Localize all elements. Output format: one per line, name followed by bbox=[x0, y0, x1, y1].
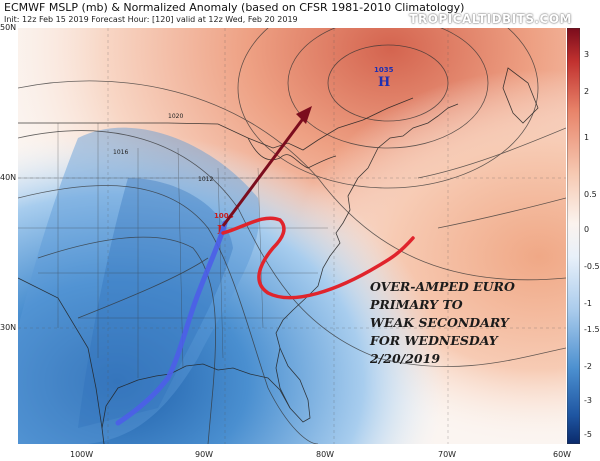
anomaly-colorbar bbox=[567, 28, 580, 444]
annotation-line: FOR WEDNESDAY bbox=[370, 333, 498, 348]
lon-label-60w: 60W bbox=[553, 450, 572, 459]
colorbar-tick: -0.5 bbox=[584, 262, 600, 271]
high-pressure-letter: H bbox=[378, 75, 390, 90]
lon-label-90w: 90W bbox=[195, 450, 214, 459]
colorbar-tick: -2 bbox=[584, 362, 592, 371]
colorbar-tick: 0 bbox=[584, 225, 590, 234]
weather-map: 1020 1016 1012 1035 H 1004 L bbox=[18, 28, 566, 444]
annotation-line: OVER-AMPED EURO bbox=[370, 279, 515, 294]
forecast-annotation: OVER-AMPED EURO PRIMARY TO WEAK SECONDAR… bbox=[370, 278, 515, 368]
annotation-line: PRIMARY TO bbox=[370, 297, 463, 312]
lon-label-80w: 80W bbox=[316, 450, 335, 459]
colorbar-tick: -3 bbox=[584, 396, 592, 405]
map-subtitle: Init: 12z Feb 15 2019 Forecast Hour: [12… bbox=[4, 15, 298, 24]
high-pressure-value: 1035 bbox=[374, 66, 394, 74]
isobar-label: 1016 bbox=[113, 149, 128, 156]
low-pressure-value: 1004 bbox=[214, 212, 234, 220]
primary-low-arrow bbox=[221, 115, 307, 227]
lon-label-100w: 100W bbox=[70, 450, 94, 459]
colorbar-tick: 3 bbox=[584, 50, 590, 59]
annotation-line: WEAK SECONDARY bbox=[370, 315, 509, 330]
isobar-label: 1012 bbox=[198, 176, 213, 183]
colorbar-tick: -1.5 bbox=[584, 325, 600, 334]
brand-watermark: TROPICALTIDBITS.COM bbox=[409, 12, 572, 26]
isobar-label: 1020 bbox=[168, 113, 183, 120]
lat-label-30n: 30N bbox=[0, 323, 17, 332]
annotation-line: 2/20/2019 bbox=[370, 351, 441, 366]
secondary-low-track bbox=[221, 216, 415, 300]
colorbar-tick: -5 bbox=[584, 430, 592, 439]
lat-label-50n: 50N bbox=[0, 23, 17, 32]
colorbar-tick: 2 bbox=[584, 87, 590, 96]
map-title: ECMWF MSLP (mb) & Normalized Anomaly (ba… bbox=[4, 1, 465, 14]
cold-front-line bbox=[115, 220, 228, 426]
colorbar-tick: -1 bbox=[584, 299, 592, 308]
lon-label-70w: 70W bbox=[438, 450, 457, 459]
colorbar-tick: 1 bbox=[584, 133, 590, 142]
arrow-head bbox=[296, 106, 312, 124]
lat-label-40n: 40N bbox=[0, 173, 17, 182]
colorbar-tick: 0.5 bbox=[584, 190, 597, 199]
